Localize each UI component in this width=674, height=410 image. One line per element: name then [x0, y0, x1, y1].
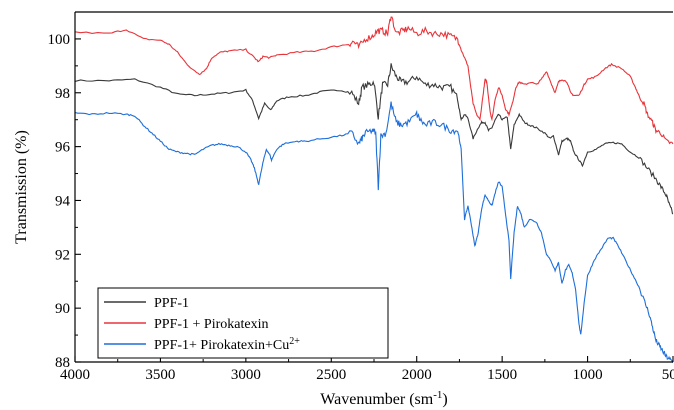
y-tick-label: 98: [55, 86, 70, 102]
x-axis-title-sup: -1: [433, 389, 442, 401]
x-tick-label: 4000: [60, 367, 90, 383]
x-tick-label: 3000: [231, 367, 261, 383]
legend-label-1: PPF-1: [154, 296, 189, 311]
y-tick-label: 88: [55, 355, 70, 371]
legend-label-2: PPF-1 + Pirokatexin: [154, 317, 268, 332]
y-tick-label: 90: [55, 301, 70, 317]
x-axis-title-end: ): [442, 391, 447, 408]
legend-box: [97, 287, 389, 359]
y-tick-label: 100: [48, 32, 71, 48]
y-tick-label: 92: [55, 247, 70, 263]
y-tick-label: 94: [55, 193, 71, 209]
legend: PPF-1 PPF-1 + Pirokatexin PPF-1+ Pirokatex…: [97, 287, 389, 359]
series-line-3: [74, 101, 674, 364]
y-tick-label: 96: [55, 140, 71, 156]
x-tick-label: 2000: [402, 367, 432, 383]
x-tick-label: 1500: [487, 367, 517, 383]
x-tick-label: 2500: [316, 367, 346, 383]
y-axis-title: Transmission (%): [13, 130, 30, 244]
x-axis-title: Wavenumber (sm-1): [320, 389, 447, 408]
series-layer: [74, 16, 674, 364]
x-axis-title-main: Wavenumber (sm: [320, 391, 433, 408]
legend-label-3: PPF-1+ Pirokatexin+Cu2+: [154, 336, 300, 354]
series-line-2: [74, 16, 674, 145]
x-tick-label: 500: [662, 367, 674, 383]
x-tick-label: 3500: [145, 367, 175, 383]
ticks-layer: 4000 3500 3000 2500 2000 1500 1000 500 88 90 92 94 9…: [48, 11, 674, 383]
series-line-1: [74, 63, 674, 215]
x-tick-label: 1000: [573, 367, 603, 383]
